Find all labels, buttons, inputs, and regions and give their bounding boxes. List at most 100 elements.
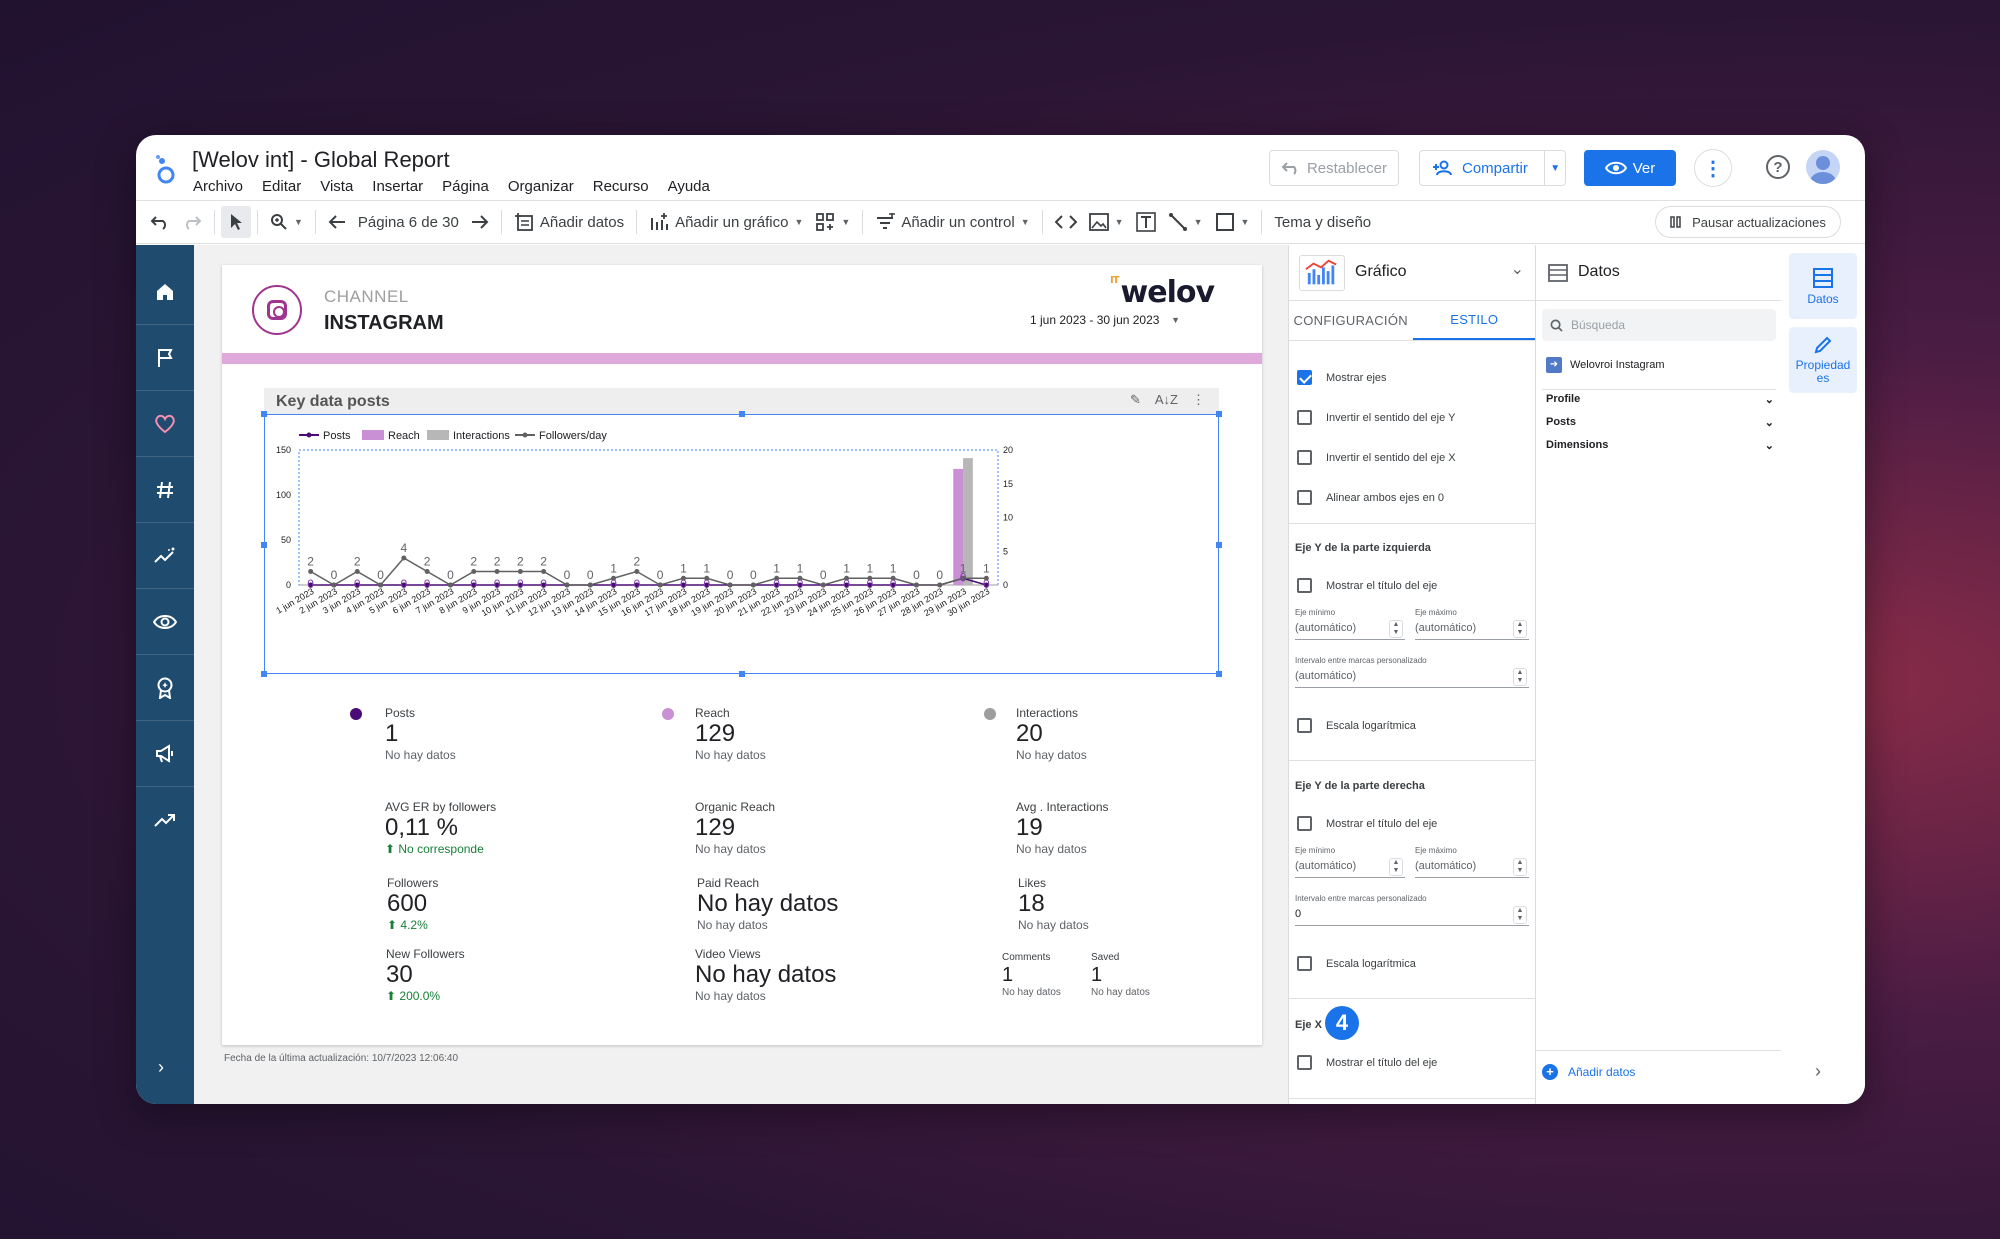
resize-handle[interactable]	[1216, 411, 1222, 417]
avatar[interactable]	[1806, 150, 1840, 184]
right-interval-input[interactable]: 0 ▲ ▼	[1295, 904, 1529, 926]
kpi-followers[interactable]: Followers 600 ⬆ 4.2%	[387, 876, 439, 932]
sort-az-icon[interactable]: A↓Z	[1154, 392, 1178, 407]
chart-more-icon[interactable]: ⋮	[1192, 392, 1205, 407]
right-min-input[interactable]: (automático) ▲ ▼	[1295, 856, 1405, 878]
opt-align-zero[interactable]: Alinear ambos ejes en 0	[1297, 490, 1444, 505]
menu-ayuda[interactable]: Ayuda	[667, 178, 710, 195]
data-source-item[interactable]: ➜ Welovroi Instagram	[1546, 357, 1665, 373]
left-max-input[interactable]: (automático) ▲ ▼	[1415, 618, 1529, 640]
date-range-control[interactable]: 1 jun 2023 - 30 jun 2023 ▼	[1030, 313, 1190, 327]
resize-handle[interactable]	[1216, 542, 1222, 548]
kpi-video-views[interactable]: Video Views No hay datos No hay datos	[695, 947, 837, 1003]
image-icon[interactable]: ▼	[1083, 206, 1130, 238]
kpi-avg-er[interactable]: AVG ER by followers 0,11 % ⬆ No correspo…	[385, 800, 497, 856]
field-group-posts[interactable]: Posts ⌄	[1546, 416, 1774, 429]
nav-award-icon[interactable]	[136, 655, 194, 721]
stepper-icon[interactable]: ▲ ▼	[1389, 620, 1403, 638]
left-interval-input[interactable]: (automático) ▲ ▼	[1295, 666, 1529, 688]
text-box-icon[interactable]	[1130, 206, 1162, 238]
menu-insertar[interactable]: Insertar	[372, 178, 424, 195]
menu-archivo[interactable]: Archivo	[193, 178, 244, 195]
stepper-icon[interactable]: ▲ ▼	[1513, 668, 1527, 686]
opt-left-log[interactable]: Escala logarítmica	[1297, 718, 1416, 733]
kpi-likes[interactable]: Likes 18 No hay datos	[1018, 876, 1089, 932]
nav-trending-icon[interactable]	[136, 787, 194, 853]
menu-organizar[interactable]: Organizar	[507, 178, 574, 195]
rail-data-button[interactable]: Datos	[1789, 253, 1857, 319]
stepper-icon[interactable]: ▲ ▼	[1513, 858, 1527, 876]
nav-megaphone-icon[interactable]	[136, 721, 194, 787]
left-min-input[interactable]: (automático) ▲ ▼	[1295, 618, 1405, 640]
combo-chart-type-icon[interactable]	[1299, 255, 1345, 291]
add-component-button[interactable]: ▼	[809, 206, 856, 238]
kpi-comments[interactable]: Comments 1 No hay datos	[1002, 952, 1061, 998]
data-search-input[interactable]: Búsqueda	[1542, 309, 1776, 341]
kpi-interactions[interactable]: Interactions 20 No hay datos	[1016, 706, 1087, 762]
panel-add-data-button[interactable]: + Añadir datos	[1542, 1064, 1635, 1080]
pause-updates-button[interactable]: Pausar actualizaciones	[1655, 206, 1841, 238]
share-button[interactable]: Compartir ▼	[1419, 150, 1566, 186]
checkbox-invert-y[interactable]	[1297, 410, 1312, 425]
help-icon[interactable]: ?	[1766, 155, 1790, 179]
kpi-new-followers[interactable]: New Followers 30 ⬆ 200.0%	[386, 947, 465, 1003]
add-control-button[interactable]: Añadir un control ▼	[869, 206, 1035, 238]
menu-vista[interactable]: Vista	[320, 178, 354, 195]
opt-invert-y[interactable]: Invertir el sentido del eje Y	[1297, 410, 1455, 425]
right-max-input[interactable]: (automático) ▲ ▼	[1415, 856, 1529, 878]
resize-handle[interactable]	[739, 671, 745, 677]
resize-handle[interactable]	[1216, 671, 1222, 677]
checkbox-show-axes[interactable]	[1297, 370, 1312, 385]
rail-properties-button[interactable]: Propiedad es	[1789, 327, 1857, 393]
checkbox-align-zero[interactable]	[1297, 490, 1312, 505]
checkbox-left-show-title[interactable]	[1297, 578, 1312, 593]
resize-handle[interactable]	[261, 671, 267, 677]
menu-recurso[interactable]: Recurso	[592, 178, 649, 195]
looker-studio-logo-icon[interactable]	[154, 153, 178, 185]
document-title[interactable]: [Welov int] - Global Report	[192, 147, 450, 172]
kpi-avg-interactions[interactable]: Avg . Interactions 19 No hay datos	[1016, 800, 1109, 856]
stepper-icon[interactable]: ▲ ▼	[1389, 858, 1403, 876]
field-group-dimensions[interactable]: Dimensions ⌄	[1546, 439, 1774, 452]
next-page-icon[interactable]	[465, 206, 495, 238]
kpi-reach[interactable]: Reach 129 No hay datos	[695, 706, 766, 762]
nav-hashtag-icon[interactable]	[136, 457, 194, 523]
combo-chart[interactable]: 0 50 100 150 0 5 10 15 20 Posts Reach Interactions F…	[261, 411, 1222, 677]
nav-heart-icon[interactable]	[136, 391, 194, 457]
prev-page-icon[interactable]	[322, 206, 352, 238]
undo-icon[interactable]	[144, 206, 176, 238]
embed-code-icon[interactable]	[1049, 206, 1083, 238]
add-data-button[interactable]: Añadir datos	[508, 206, 630, 238]
stepper-icon[interactable]: ▲ ▼	[1513, 906, 1527, 924]
add-chart-button[interactable]: Añadir un gráfico ▼	[643, 206, 809, 238]
kpi-posts[interactable]: Posts 1 No hay datos	[385, 706, 456, 762]
checkbox-right-show-title[interactable]	[1297, 816, 1312, 831]
view-button[interactable]: Ver	[1584, 150, 1676, 186]
menu-pagina[interactable]: Página	[442, 178, 489, 195]
opt-invert-x[interactable]: Invertir el sentido del eje X	[1297, 450, 1456, 465]
line-icon[interactable]: ▼	[1162, 206, 1209, 238]
resize-handle[interactable]	[261, 411, 267, 417]
page-indicator[interactable]: Página 6 de 30	[357, 213, 459, 231]
checkbox-invert-x[interactable]	[1297, 450, 1312, 465]
redo-icon[interactable]	[176, 206, 208, 238]
stepper-icon[interactable]: ▲ ▼	[1513, 620, 1527, 638]
share-dropdown-icon[interactable]: ▼	[1550, 162, 1561, 174]
nav-flag-icon[interactable]	[136, 325, 194, 391]
checkbox-x-show-title[interactable]	[1297, 1055, 1312, 1070]
theme-layout-button[interactable]: Tema y diseño	[1274, 213, 1372, 231]
resize-handle[interactable]	[261, 542, 267, 548]
edit-pencil-icon[interactable]: ✎	[1129, 392, 1141, 407]
zoom-icon[interactable]: ▼	[264, 206, 309, 238]
resize-handle[interactable]	[739, 411, 745, 417]
checkbox-left-log[interactable]	[1297, 718, 1312, 733]
chevron-right-icon[interactable]: ›	[158, 1057, 164, 1077]
chevron-right-icon[interactable]: ›	[1815, 1061, 1821, 1081]
checkbox-right-log[interactable]	[1297, 956, 1312, 971]
kpi-organic-reach[interactable]: Organic Reach 129 No hay datos	[695, 800, 776, 856]
nav-home-icon[interactable]	[136, 259, 194, 325]
select-cursor-icon[interactable]	[221, 206, 251, 238]
tab-estilo[interactable]: ESTILO	[1412, 301, 1535, 340]
tab-configuracion[interactable]: CONFIGURACIÓN	[1293, 313, 1408, 328]
reset-button[interactable]: Restablecer	[1269, 150, 1399, 186]
